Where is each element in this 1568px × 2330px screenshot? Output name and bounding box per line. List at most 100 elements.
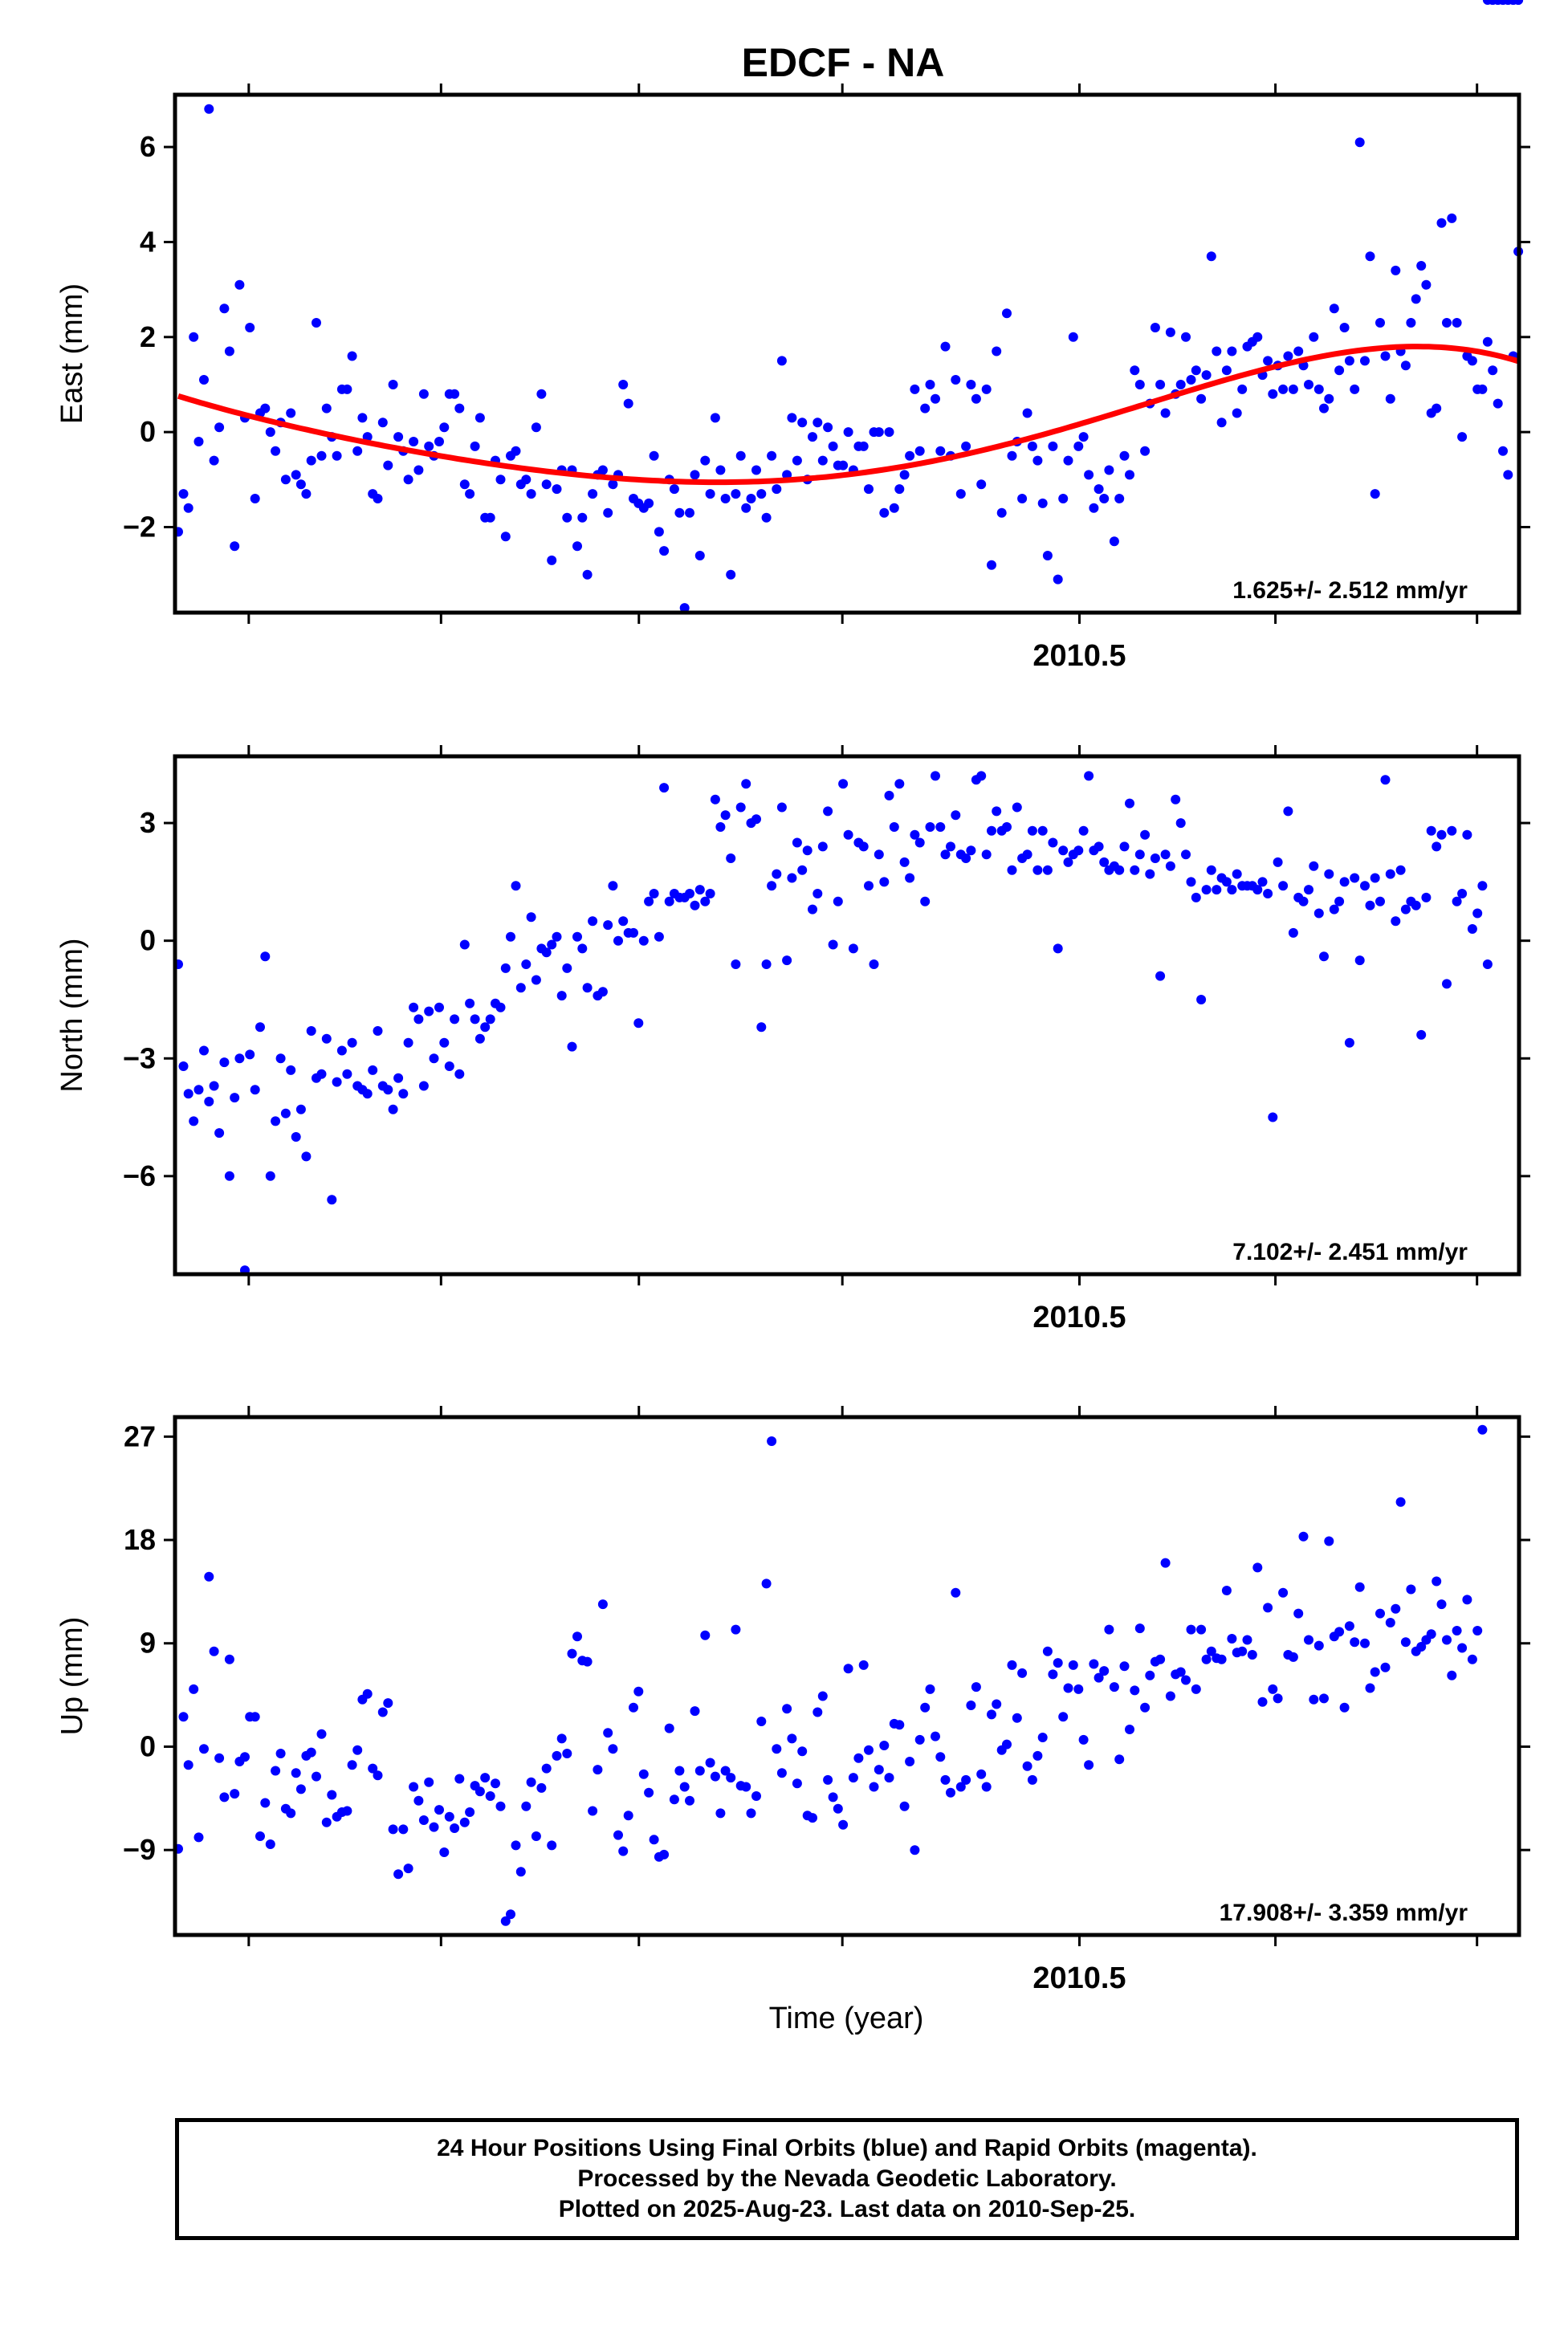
north-data-point — [418, 1081, 429, 1091]
north-data-point — [1442, 979, 1452, 989]
up-data-point — [1375, 1608, 1385, 1619]
up-ylabel: Up (mm) — [55, 1617, 89, 1736]
north-data-point — [1457, 889, 1468, 898]
east-data-point — [1058, 494, 1069, 503]
east-data-point — [992, 346, 1002, 356]
up-data-point — [1130, 1685, 1140, 1696]
east-data-point — [935, 446, 946, 456]
east-data-point — [623, 398, 633, 409]
up-data-point — [271, 1766, 281, 1776]
up-data-point — [613, 1830, 623, 1840]
up-data-point — [1416, 1642, 1427, 1652]
north-data-point — [664, 896, 674, 906]
north-data-point — [843, 829, 853, 840]
east-data-point — [1339, 323, 1350, 332]
east-data-point — [291, 470, 301, 480]
north-data-point — [388, 1104, 398, 1114]
east-data-point — [178, 489, 189, 499]
north-data-point — [961, 853, 971, 863]
east-data-point — [746, 494, 756, 503]
north-data-point — [1273, 857, 1283, 867]
north-data-point — [1472, 908, 1483, 919]
east-data-point — [731, 489, 741, 499]
up-data-point — [572, 1631, 582, 1642]
up-data-point — [312, 1771, 321, 1782]
north-data-point — [1206, 865, 1216, 875]
north-data-point — [1370, 873, 1380, 883]
north-data-point — [874, 849, 884, 860]
north-y-tick-label: 0 — [140, 924, 156, 957]
north-data-point — [515, 983, 526, 993]
up-data-point — [920, 1702, 931, 1713]
east-data-point — [495, 475, 506, 485]
east-data-point — [1252, 332, 1263, 342]
east-data-point — [1084, 470, 1094, 480]
north-data-point — [633, 1018, 644, 1029]
east-data-point — [894, 484, 905, 495]
east-data-point — [1319, 403, 1329, 413]
north-data-point — [1002, 822, 1012, 832]
north-data-point — [250, 1085, 260, 1095]
up-data-point — [521, 1801, 531, 1811]
east-data-point — [342, 384, 352, 394]
east-data-point — [1482, 336, 1493, 347]
up-data-point — [1457, 1643, 1468, 1653]
up-data-point — [992, 1699, 1002, 1709]
up-data-point — [1257, 1697, 1268, 1707]
up-data-point — [1012, 1713, 1022, 1723]
up-data-point — [1247, 1650, 1257, 1660]
up-data-point — [833, 1803, 843, 1814]
east-data-point — [1354, 137, 1365, 148]
up-data-point — [1037, 1733, 1048, 1742]
up-data-point — [1155, 1654, 1166, 1664]
north-data-point — [1324, 869, 1334, 879]
east-data-point — [1467, 356, 1477, 366]
east-data-point — [654, 527, 664, 537]
east-data-point — [1068, 332, 1078, 342]
up-data-point — [756, 1717, 767, 1726]
north-data-point — [183, 1089, 193, 1099]
up-data-point — [193, 1832, 204, 1843]
east-data-point — [1181, 332, 1191, 342]
up-data-point — [1472, 1626, 1483, 1635]
east-data-point — [889, 503, 899, 513]
up-data-point — [1391, 1603, 1401, 1614]
up-data-point — [899, 1801, 910, 1811]
north-data-point — [1042, 865, 1053, 875]
north-data-point — [910, 829, 920, 840]
north-data-point — [1099, 857, 1110, 867]
north-data-point — [531, 975, 541, 985]
up-data-point — [669, 1794, 679, 1805]
east-data-point — [1191, 365, 1201, 376]
north-data-point — [506, 931, 515, 942]
up-data-point — [808, 1813, 817, 1823]
east-data-point — [245, 323, 255, 332]
north-data-point — [450, 1014, 460, 1024]
up-data-point — [255, 1831, 265, 1841]
up-data-point — [183, 1760, 193, 1770]
north-data-point — [398, 1089, 409, 1099]
east-data-point — [193, 437, 204, 446]
north-data-point — [1114, 865, 1125, 875]
up-data-point — [674, 1766, 685, 1776]
east-data-point — [1134, 380, 1145, 389]
up-data-point — [746, 1808, 756, 1819]
north-data-point — [209, 1081, 219, 1091]
east-data-point — [403, 475, 413, 485]
up-data-point — [1145, 1670, 1155, 1680]
east-data-point — [301, 489, 312, 499]
north-data-point — [480, 1022, 491, 1033]
north-data-point — [295, 1104, 306, 1114]
east-data-point — [674, 507, 685, 518]
up-data-point — [1165, 1691, 1175, 1701]
east-data-point — [214, 422, 225, 433]
up-data-point — [275, 1749, 286, 1758]
north-data-point — [465, 998, 475, 1008]
north-data-point — [649, 889, 659, 898]
up-data-point — [664, 1723, 674, 1733]
up-data-point — [715, 1808, 726, 1819]
north-data-point — [951, 810, 961, 821]
up-data-point — [1022, 1761, 1032, 1771]
up-data-point — [1191, 1684, 1201, 1694]
up-data-point — [1334, 1627, 1345, 1637]
